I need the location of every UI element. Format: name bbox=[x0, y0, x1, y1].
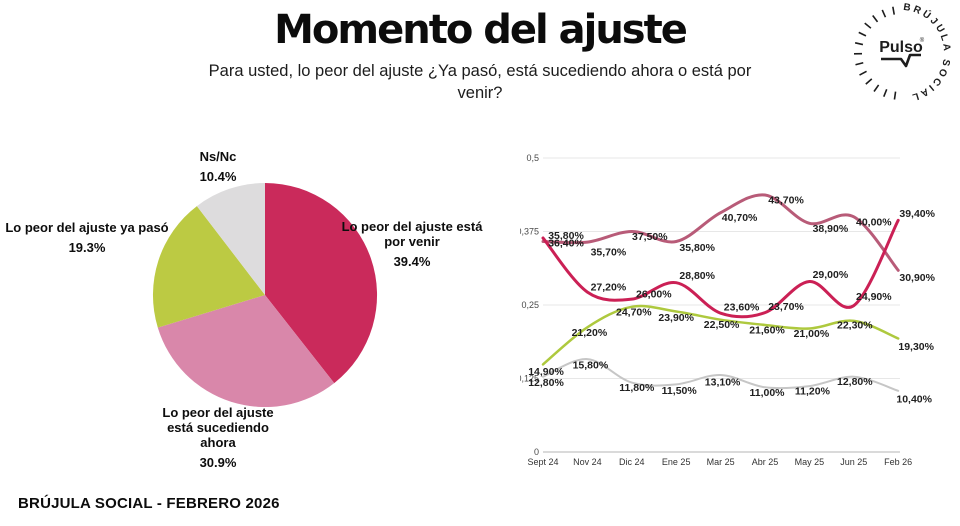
logo-tick bbox=[859, 70, 867, 76]
y-tick-label: 0 bbox=[534, 447, 539, 457]
line-series-2 bbox=[541, 304, 900, 366]
x-tick-label: Jun 25 bbox=[840, 457, 867, 467]
data-label: 24,70% bbox=[616, 306, 652, 318]
x-tick-label: Feb 26 bbox=[884, 457, 912, 467]
pie-slice-1 bbox=[157, 295, 335, 408]
data-label: 24,90% bbox=[856, 291, 892, 303]
data-label: 14,90% bbox=[528, 366, 564, 378]
x-tick-label: Mar 25 bbox=[707, 457, 735, 467]
pie-slice-2 bbox=[152, 206, 265, 328]
logo-registered-mark: ® bbox=[920, 37, 925, 44]
logo-tick bbox=[892, 6, 896, 15]
y-tick-label: 0,5 bbox=[526, 153, 539, 163]
data-label: 35,80% bbox=[548, 230, 584, 242]
data-label: 29,00% bbox=[813, 269, 849, 281]
data-label: 11,20% bbox=[795, 386, 831, 398]
data-label: 26,00% bbox=[636, 289, 672, 301]
data-label: 11,50% bbox=[662, 385, 698, 397]
pie-label-sucediendo-ahora: Lo peor del ajuste está sucediendo ahora… bbox=[150, 405, 286, 471]
pie-label-esta-por-venir: Lo peor del ajuste está por venir 39.4% bbox=[341, 219, 483, 270]
pie-label-text: Lo peor del ajuste está por venir bbox=[341, 219, 483, 249]
data-label: 35,80% bbox=[679, 242, 715, 254]
y-tick-label: 0,125 bbox=[520, 374, 539, 384]
data-label: 12,80% bbox=[528, 377, 564, 389]
data-label: 13,10% bbox=[705, 376, 741, 388]
header: Momento del ajuste Para usted, lo peor d… bbox=[0, 10, 960, 105]
pie-label-text: Lo peor del ajuste ya pasó bbox=[5, 220, 169, 235]
data-label: 21,60% bbox=[749, 324, 785, 336]
logo-tick bbox=[881, 9, 887, 18]
data-label: 19,30% bbox=[898, 341, 934, 353]
x-tick-label: Dic 24 bbox=[619, 457, 645, 467]
logo-tick bbox=[873, 84, 880, 92]
data-label: 23,90% bbox=[658, 312, 694, 324]
pie-chart bbox=[152, 182, 378, 408]
x-tick-label: Abr 25 bbox=[752, 457, 779, 467]
survey-question: Para usted, lo peor del ajuste ¿Ya pasó,… bbox=[208, 62, 752, 103]
data-label: 38,90% bbox=[813, 223, 849, 235]
logo-pulse-line bbox=[881, 53, 921, 68]
data-label: 36,40% bbox=[548, 237, 584, 249]
data-label: 27,20% bbox=[591, 282, 627, 294]
data-label: 28,80% bbox=[679, 270, 715, 282]
data-label: 37,50% bbox=[632, 231, 668, 243]
data-label: 21,20% bbox=[572, 327, 608, 339]
data-label: 11,00% bbox=[749, 387, 785, 399]
data-label: 23,60% bbox=[724, 302, 760, 314]
data-label: 30,90% bbox=[899, 272, 935, 284]
logo-tick bbox=[883, 88, 888, 98]
data-label: 22,50% bbox=[704, 319, 740, 331]
pie-label-value: 39.4% bbox=[393, 253, 431, 269]
pie-label-value: 10.4% bbox=[199, 168, 237, 184]
line-series-1 bbox=[541, 193, 900, 272]
data-label: 21,00% bbox=[794, 328, 830, 340]
data-label: 35,70% bbox=[591, 247, 627, 259]
source-footer: BRÚJULA SOCIAL - FEBRERO 2026 bbox=[18, 495, 280, 512]
y-tick-label: 0,25 bbox=[521, 300, 539, 310]
data-label: 11,80% bbox=[619, 382, 655, 394]
pie-label-text: Lo peor del ajuste está sucediendo ahora bbox=[162, 405, 274, 450]
logo-tick bbox=[855, 61, 864, 66]
line-series-0 bbox=[541, 218, 900, 319]
logo-tick bbox=[854, 42, 864, 46]
logo-tick bbox=[893, 91, 897, 100]
x-tick-label: Ene 25 bbox=[662, 457, 691, 467]
pie-label-text: Ns/Nc bbox=[199, 149, 237, 164]
data-label: 39,40% bbox=[899, 208, 935, 220]
x-tick-label: Sept 24 bbox=[527, 457, 558, 467]
pie-label-ns-nc: Ns/Nc 10.4% bbox=[158, 149, 278, 185]
pie-label-value: 19.3% bbox=[68, 239, 106, 255]
data-label: 15,80% bbox=[573, 360, 609, 372]
data-label: 10,40% bbox=[896, 393, 932, 405]
pie-label-ya-paso: Lo peor del ajuste ya pasó 19.3% bbox=[0, 220, 197, 256]
page-title: Momento del ajuste bbox=[274, 7, 688, 53]
data-label: 22,30% bbox=[837, 319, 873, 331]
x-tick-label: Nov 24 bbox=[573, 457, 602, 467]
logo-tick bbox=[858, 31, 867, 37]
pie-slice-3 bbox=[196, 183, 265, 295]
data-label: 43,70% bbox=[768, 195, 804, 207]
logo-tick bbox=[872, 14, 879, 23]
pie-label-value: 30.9% bbox=[199, 454, 237, 470]
data-label: 23,70% bbox=[768, 301, 804, 313]
y-tick-label: 0,375 bbox=[520, 227, 539, 237]
logo-tick bbox=[865, 78, 873, 85]
data-label: 12,80% bbox=[837, 376, 873, 388]
logo-tick-marks bbox=[853, 6, 897, 100]
logo-tick bbox=[864, 22, 872, 29]
data-label: 40,00% bbox=[856, 216, 892, 228]
data-label: 40,70% bbox=[722, 212, 758, 224]
logo-brand-text: Pulso bbox=[879, 39, 923, 56]
line-series-3 bbox=[542, 358, 900, 392]
x-tick-label: May 25 bbox=[795, 457, 825, 467]
pulso-brujula-social-logo: BRÚJULA SOCIAL Pulso ® bbox=[853, 2, 950, 103]
pie-slice-0 bbox=[265, 182, 378, 384]
